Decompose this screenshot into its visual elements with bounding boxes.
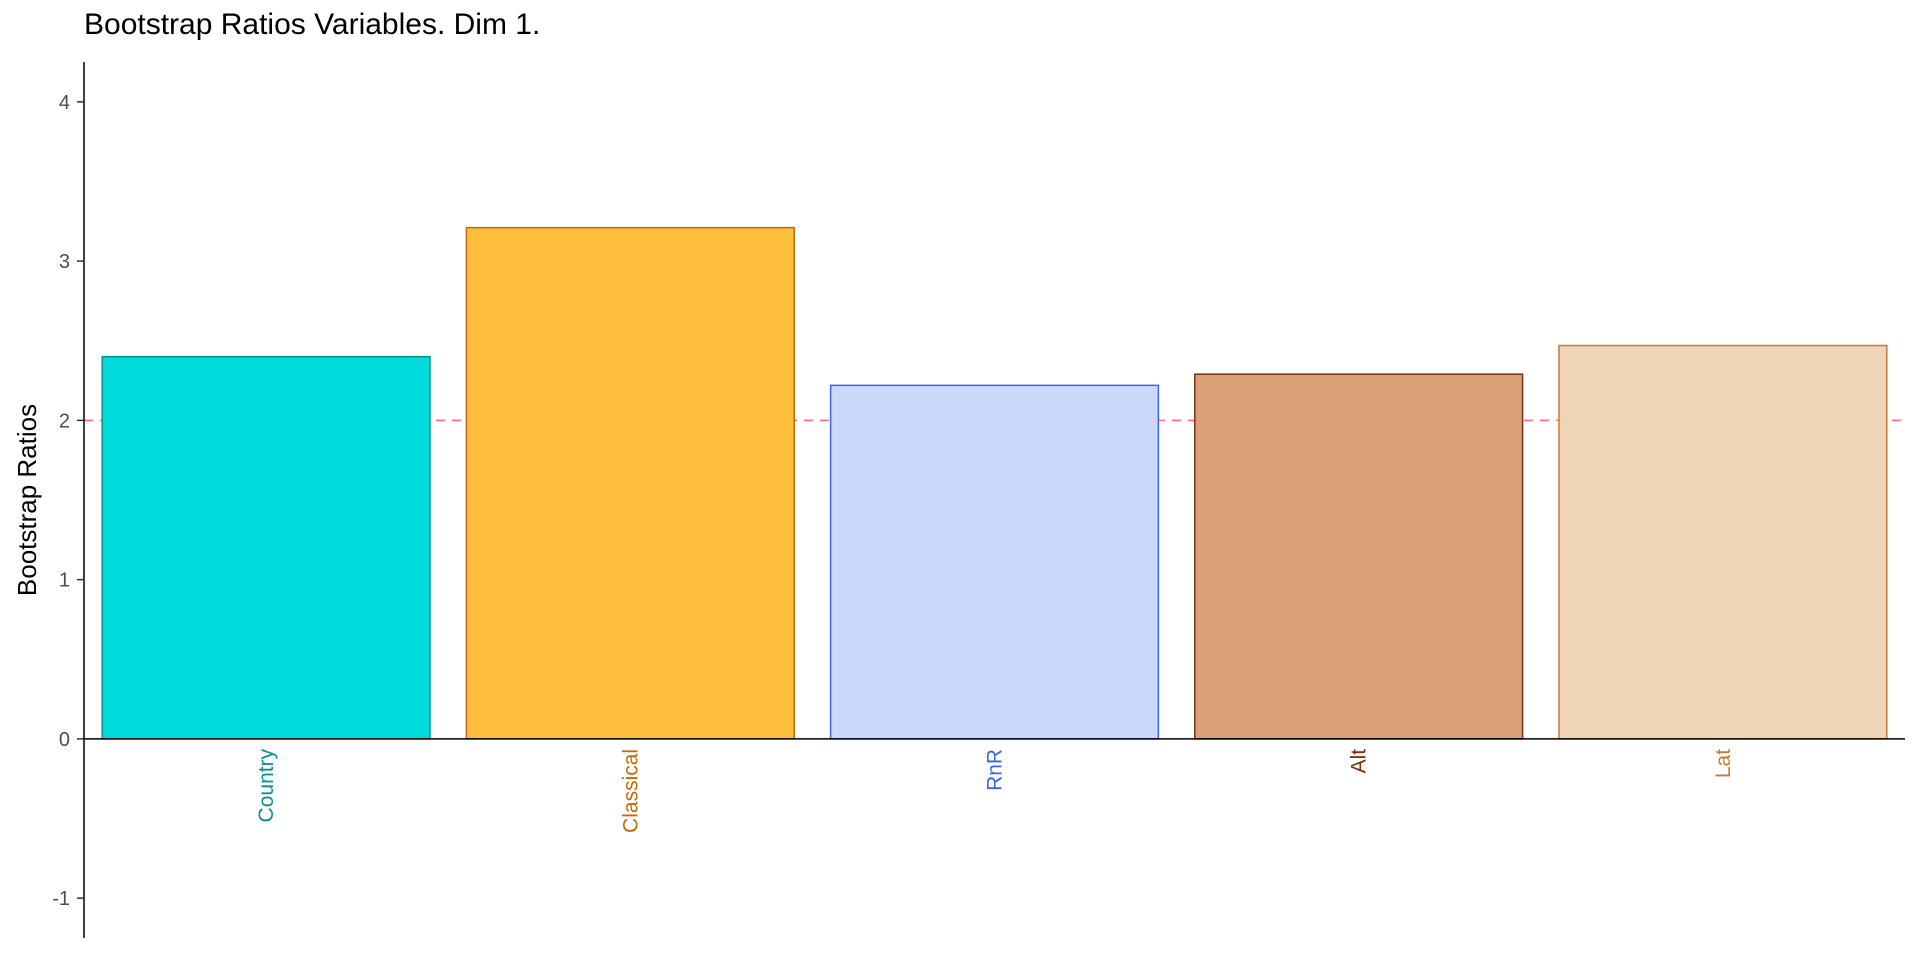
category-label: Country xyxy=(255,748,278,822)
category-label: Lat xyxy=(1712,749,1735,778)
labels-layer: Country Classical RnR Alt Lat xyxy=(255,748,1735,833)
y-tick-label: -1 xyxy=(52,888,70,910)
y-tick-label: 0 xyxy=(59,729,70,751)
bar-lat xyxy=(1558,344,1888,740)
bar-rnr xyxy=(829,384,1160,740)
axes-layer: -1 0 1 2 3 4 Bootstrap Ratios xyxy=(12,62,1905,938)
y-tick-label: 4 xyxy=(59,92,70,114)
chart-title: Bootstrap Ratios Variables. Dim 1. xyxy=(84,8,541,41)
category-label: Classical xyxy=(619,749,642,833)
category-label: RnR xyxy=(984,749,1007,791)
bar-classical xyxy=(465,226,795,740)
y-axis-title: Bootstrap Ratios xyxy=(12,404,42,596)
y-tick-label: 1 xyxy=(59,570,70,592)
bars-layer xyxy=(101,226,1888,740)
bar-country xyxy=(101,355,431,740)
category-label: Alt xyxy=(1348,749,1371,774)
y-tick-label: 3 xyxy=(59,251,70,273)
y-tick-label: 2 xyxy=(59,410,70,432)
bar-alt xyxy=(1194,373,1524,740)
